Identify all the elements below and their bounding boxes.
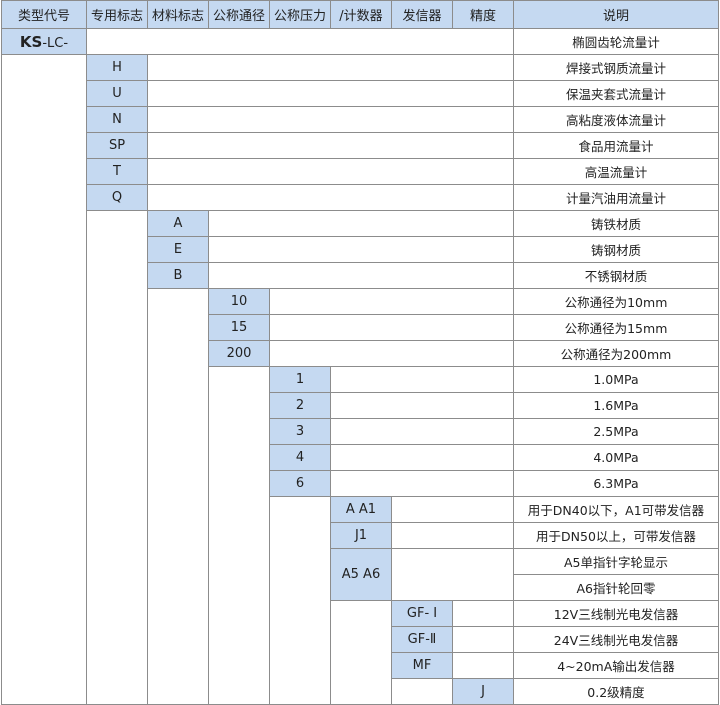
table-row: N 高粘度液体流量计 — [2, 106, 719, 133]
description-cell: 保温夹套式流量计 — [513, 80, 719, 107]
description-cell: 椭圆齿轮流量计 — [513, 28, 719, 55]
description-cell: 高温流量计 — [513, 158, 719, 185]
description-cell: 6.3MPa — [513, 470, 719, 497]
code-cell: 6 — [269, 470, 331, 497]
code-cell: J1 — [330, 522, 392, 549]
header-type-code: 类型代号 — [1, 0, 87, 29]
description-cell: 铸钢材质 — [513, 236, 719, 263]
header-row: 类型代号 专用标志 材料标志 公称通径 公称压力 /计数器 发信器 精度 说明 — [1, 0, 719, 29]
table-row: A 铸铁材质 — [2, 210, 719, 705]
code-cell: N — [86, 106, 148, 133]
table-row: E 铸钢材质 — [2, 236, 719, 263]
table-row: J 0.2级精度 — [2, 678, 719, 705]
code-cell: 10 — [208, 288, 270, 315]
table-row: B 不锈钢材质 — [2, 262, 719, 289]
header-pressure: 公称压力 — [269, 0, 331, 29]
table-row: GF- Ⅰ 12V三线制光电发信器 — [2, 600, 719, 705]
description-cell: 0.2级精度 — [513, 678, 719, 705]
code-cell: 3 — [269, 418, 331, 445]
code-cell: 15 — [208, 314, 270, 341]
description-cell: 4.0MPa — [513, 444, 719, 471]
description-cell: 用于DN50以上，可带发信器 — [513, 522, 719, 549]
table-row: T 高温流量计 — [2, 158, 719, 185]
header-counter: /计数器 — [330, 0, 392, 29]
description-cell: 24V三线制光电发信器 — [513, 626, 719, 653]
table-row: A5 A6 A5单指针字轮显示 — [2, 548, 719, 601]
code-cell: Q — [86, 184, 148, 211]
code-cell: A — [147, 210, 209, 237]
code-cell: A A1 — [330, 496, 392, 523]
table-row: 4 4.0MPa — [2, 444, 719, 471]
header-special: 专用标志 — [86, 0, 148, 29]
description-cell: 公称通径为15mm — [513, 314, 719, 341]
code-cell: 2 — [269, 392, 331, 419]
code-cell: SP — [86, 132, 148, 159]
description-cell: 铸铁材质 — [513, 210, 719, 237]
table-row: KS-LC- 椭圆齿轮流量计 — [1, 28, 719, 55]
code-cell: E — [147, 236, 209, 263]
table-row: 10 公称通径为10mm — [2, 288, 719, 705]
type-code-cell: KS-LC- — [1, 28, 87, 55]
table-row: U 保温夹套式流量计 — [2, 80, 719, 107]
code-cell: B — [147, 262, 209, 289]
header-description: 说明 — [513, 0, 719, 29]
description-cell: 2.5MPa — [513, 418, 719, 445]
header-transmitter: 发信器 — [391, 0, 453, 29]
table-row: 1 1.0MPa — [2, 366, 719, 705]
code-cell: 1 — [269, 366, 331, 393]
code-cell: A5 A6 — [330, 548, 392, 601]
table-row: H 焊接式钢质流量计 — [1, 54, 719, 705]
table-row: Q 计量汽油用流量计 — [2, 184, 719, 211]
description-cell: A6指针轮回零 — [513, 574, 719, 601]
code-cell: GF-Ⅱ — [391, 626, 453, 653]
table-row: GF-Ⅱ 24V三线制光电发信器 — [2, 626, 719, 653]
table-row: 15 公称通径为15mm — [2, 314, 719, 341]
code-cell: 200 — [208, 340, 270, 367]
description-cell: 用于DN40以下，A1可带发信器 — [513, 496, 719, 523]
description-cell: 1.6MPa — [513, 392, 719, 419]
code-cell: U — [86, 80, 148, 107]
description-cell: 计量汽油用流量计 — [513, 184, 719, 211]
description-cell: 公称通径为10mm — [513, 288, 719, 315]
code-cell: H — [86, 54, 148, 81]
header-material: 材料标志 — [147, 0, 209, 29]
table-row: J1 用于DN50以上，可带发信器 — [2, 522, 719, 549]
table-row: 200 公称通径为200mm — [2, 340, 719, 367]
description-cell: 食品用流量计 — [513, 132, 719, 159]
code-cell: GF- Ⅰ — [391, 600, 453, 627]
description-cell: 4~20mA输出发信器 — [513, 652, 719, 679]
description-cell: 不锈钢材质 — [513, 262, 719, 289]
code-cell: 4 — [269, 444, 331, 471]
code-cell: T — [86, 158, 148, 185]
description-cell: 焊接式钢质流量计 — [513, 54, 719, 81]
description-cell: 公称通径为200mm — [513, 340, 719, 367]
code-cell: J — [452, 678, 514, 705]
header-diameter: 公称通径 — [208, 0, 270, 29]
table-row: A A1 用于DN40以下，A1可带发信器 — [2, 496, 719, 705]
description-cell: 1.0MPa — [513, 366, 719, 393]
code-cell: MF — [391, 652, 453, 679]
description-cell: 12V三线制光电发信器 — [513, 600, 719, 627]
description-cell: 高粘度液体流量计 — [513, 106, 719, 133]
description-cell: A5单指针字轮显示 — [513, 548, 719, 575]
table-row: SP 食品用流量计 — [2, 132, 719, 159]
header-accuracy: 精度 — [452, 0, 514, 29]
